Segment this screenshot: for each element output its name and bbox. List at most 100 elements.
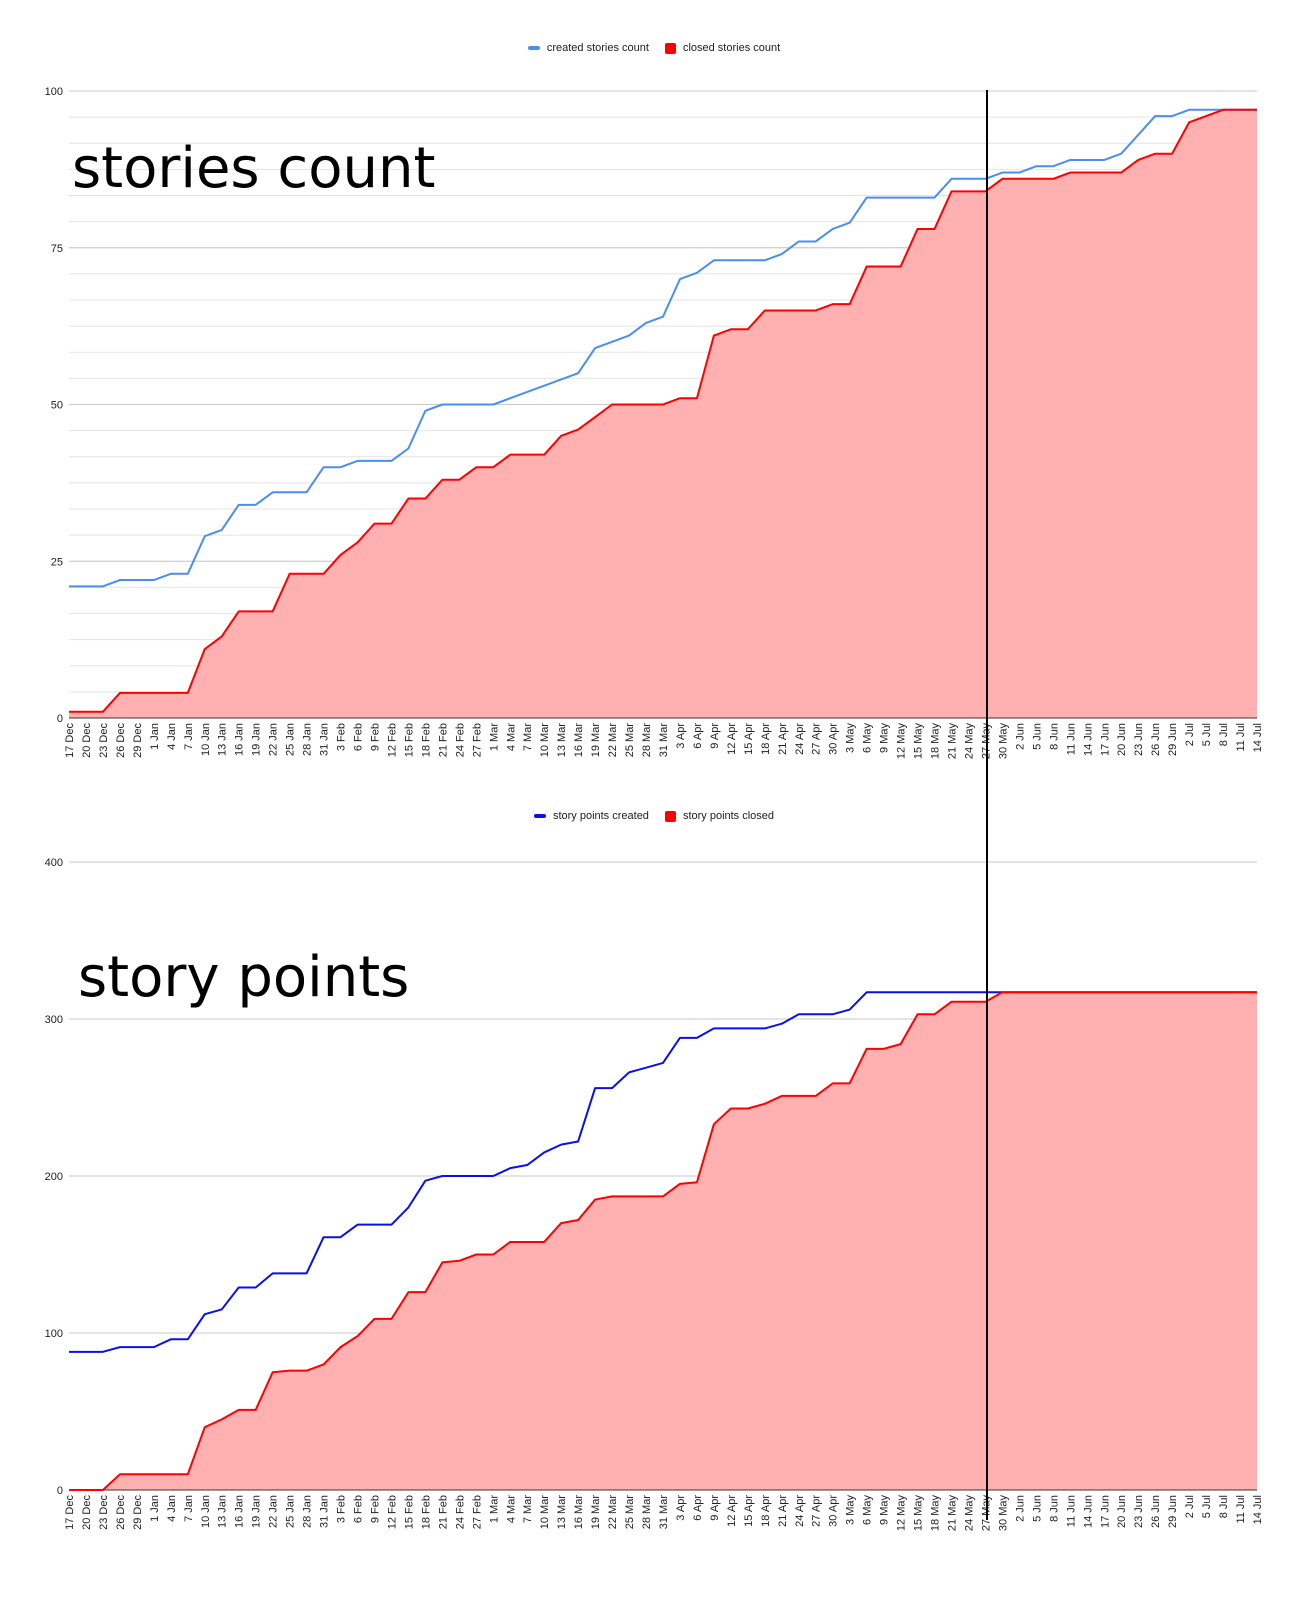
x-tick-label: 6 Feb	[353, 723, 365, 751]
x-tick-label: 31 Jan	[319, 723, 331, 756]
story-points-chart: story points created story points closed…	[0, 790, 1308, 1616]
legend-label: story points created	[552, 810, 649, 822]
overlay-title: stories count	[72, 136, 436, 201]
plot-area: 0 100 200 300 400 17 Dec 20 Dec 23 Dec 26 Dec 29 …	[45, 857, 1264, 1531]
x-tick-label: 24 Feb	[454, 1495, 466, 1529]
x-tick-label: 30 May	[997, 723, 1009, 760]
x-tick-label: 31 Jan	[319, 1495, 331, 1528]
x-tick-label: 23 Jun	[1133, 1495, 1145, 1528]
stories-count-chart: created stories count closed stories cou…	[0, 0, 1308, 790]
x-tick-label: 3 Apr	[675, 1495, 687, 1521]
x-tick-label: 23 Jun	[1133, 723, 1145, 756]
x-tick-label: 30 Apr	[828, 723, 840, 755]
x-tick-label: 18 May	[930, 723, 942, 760]
legend-label: closed stories count	[682, 42, 781, 54]
legend-label: created stories count	[546, 42, 649, 54]
y-tick-label: 50	[51, 400, 63, 412]
x-tick-label: 21 Apr	[777, 723, 789, 755]
x-tick-label: 21 Feb	[437, 1495, 449, 1529]
x-tick-label: 21 Apr	[777, 1495, 789, 1527]
x-tick-label: 7 Jan	[183, 1495, 195, 1522]
x-tick-label: 12 Feb	[386, 723, 398, 757]
x-tick-label: 16 Jan	[234, 1495, 246, 1528]
x-tick-label: 1 Mar	[488, 1495, 500, 1523]
x-tick-label: 26 Jun	[1150, 723, 1162, 756]
overlay-title: story points	[78, 945, 410, 1010]
x-tick-label: 6 Apr	[692, 723, 704, 749]
x-tick-label: 15 May	[913, 723, 925, 760]
closed-series-line	[69, 991, 1257, 1491]
x-tick-label: 9 Apr	[709, 723, 721, 749]
x-tick-label: 28 Mar	[641, 1495, 653, 1530]
y-tick-label: 75	[51, 243, 63, 255]
legend-item-created[interactable]: created stories count	[527, 42, 649, 54]
x-tick-label: 12 Feb	[386, 1495, 398, 1529]
legend-line-swatch-icon	[533, 814, 546, 818]
y-tick-label: 100	[45, 86, 63, 98]
x-tick-label: 7 Jan	[183, 723, 195, 750]
y-tick-label: 200	[45, 1171, 63, 1183]
legend-item-closed[interactable]: closed stories count	[664, 42, 781, 54]
x-tick-label: 7 Mar	[522, 723, 534, 751]
x-tick-label: 29 Jun	[1167, 1495, 1179, 1528]
x-tick-label: 20 Jun	[1116, 1495, 1128, 1528]
x-tick-label: 11 Jun	[1065, 1495, 1077, 1527]
x-tick-label: 16 Mar	[573, 723, 585, 758]
x-tick-label: 8 Jun	[1048, 723, 1060, 750]
x-tick-label: 2 Jul	[1184, 1495, 1196, 1518]
x-tick-label: 26 Dec	[115, 1495, 127, 1530]
x-tick-label: 1 Jan	[149, 723, 161, 750]
x-tick-label: 26 Dec	[115, 723, 127, 758]
x-tick-label: 8 Jun	[1048, 1495, 1060, 1522]
x-tick-label: 17 Dec	[64, 723, 76, 758]
x-tick-label: 26 Jun	[1150, 1495, 1162, 1528]
x-tick-label: 4 Mar	[505, 723, 517, 751]
y-tick-label: 300	[45, 1014, 63, 1026]
legend-box-swatch-icon	[664, 810, 676, 822]
legend-item-created[interactable]: story points created	[533, 810, 649, 822]
x-tick-label: 19 Mar	[590, 723, 602, 758]
x-tick-label: 24 May	[963, 723, 975, 760]
x-tick-label: 22 Jan	[268, 1495, 280, 1528]
x-tick-label: 23 Dec	[98, 1495, 110, 1530]
x-tick-label: 9 Apr	[709, 1495, 721, 1521]
x-tick-label: 22 Mar	[607, 723, 619, 758]
plot-area: 0 25 50 75 100 17 Dec 20 Dec 23 Dec 26 Dec 29 Dec…	[45, 86, 1264, 760]
x-tick-label: 25 Mar	[624, 723, 636, 758]
x-tick-label: 12 May	[896, 723, 908, 760]
legend-item-closed[interactable]: story points closed	[664, 810, 774, 822]
x-tick-label: 18 Apr	[760, 1495, 772, 1527]
x-tick-label: 14 Jun	[1082, 723, 1094, 756]
x-tick-label: 13 Jan	[217, 1495, 229, 1528]
x-tick-label: 31 Mar	[658, 1495, 670, 1530]
x-tick-label: 14 Jun	[1082, 1495, 1094, 1528]
y-tick-label: 25	[51, 556, 63, 568]
x-tick-label: 10 Mar	[539, 723, 551, 758]
x-tick-label: 9 Feb	[369, 723, 381, 751]
x-tick-label: 22 Mar	[607, 1495, 619, 1530]
x-tick-label: 16 Mar	[573, 1495, 585, 1530]
x-tick-label: 25 Mar	[624, 1495, 636, 1530]
x-tick-label: 1 Mar	[488, 723, 500, 751]
x-tick-label: 15 Apr	[743, 1495, 755, 1527]
cutoff-marker-line	[986, 90, 988, 1520]
x-tick-label: 28 Jan	[302, 1495, 314, 1528]
x-tick-label: 10 Mar	[539, 1495, 551, 1530]
x-tick-label: 25 Jan	[285, 1495, 297, 1528]
x-tick-label: 27 Feb	[471, 1495, 483, 1529]
x-tick-label: 20 Jun	[1116, 723, 1128, 756]
x-tick-label: 5 Jun	[1031, 1495, 1043, 1522]
x-tick-label: 24 Apr	[794, 1495, 806, 1527]
x-tick-label: 14 Jul	[1252, 1495, 1264, 1524]
x-tick-label: 3 Feb	[336, 723, 348, 751]
x-tick-label: 11 Jun	[1065, 723, 1077, 755]
x-tick-label: 2 Jul	[1184, 723, 1196, 746]
x-tick-label: 20 Dec	[81, 723, 93, 758]
x-tick-label: 30 Apr	[828, 1495, 840, 1527]
x-tick-label: 11 Jul	[1235, 1495, 1247, 1524]
x-tick-label: 4 Jan	[166, 1495, 178, 1522]
x-tick-label: 27 Apr	[811, 723, 823, 755]
chart-legend: story points created story points closed	[0, 810, 1308, 822]
x-tick-label: 5 Jul	[1201, 723, 1213, 746]
x-tick-label: 10 Jan	[200, 1495, 212, 1528]
